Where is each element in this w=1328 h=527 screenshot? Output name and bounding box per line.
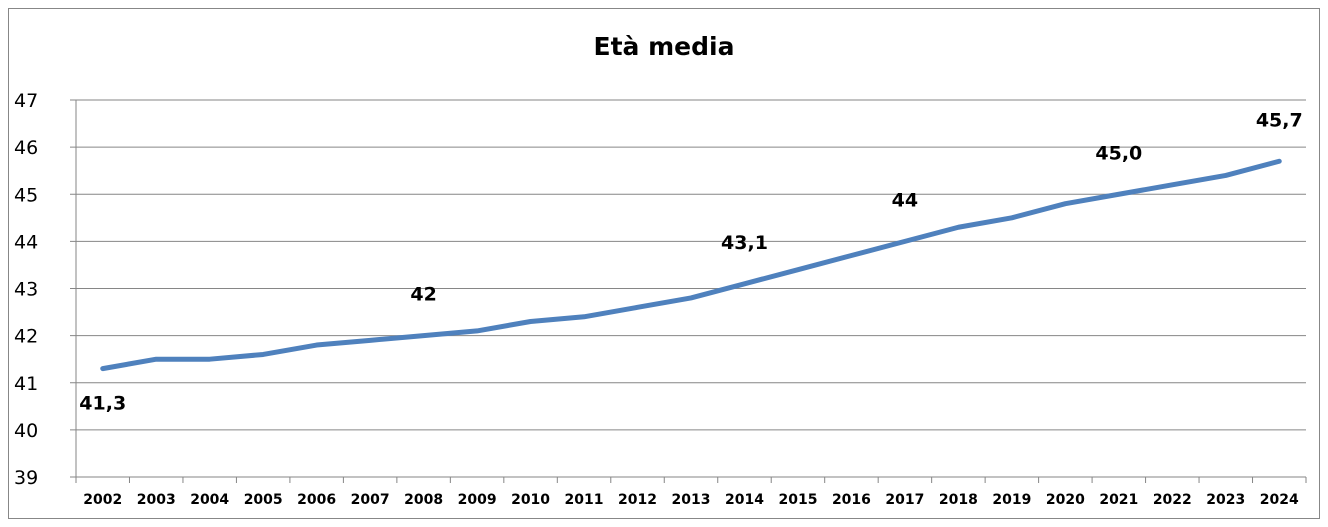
y-tick-label: 46 xyxy=(14,137,38,159)
y-tick-label: 41 xyxy=(14,373,38,395)
x-tick-label: 2023 xyxy=(1206,492,1245,508)
x-tick-label: 2017 xyxy=(885,492,924,508)
data-label: 44 xyxy=(892,189,918,211)
y-tick-label: 45 xyxy=(14,184,38,206)
x-tick-label: 2024 xyxy=(1260,492,1299,508)
x-tick-label: 2011 xyxy=(565,492,604,508)
y-tick-label: 47 xyxy=(14,90,38,112)
x-tick-label: 2019 xyxy=(992,492,1031,508)
x-tick-label: 2013 xyxy=(672,492,711,508)
x-tick-label: 2009 xyxy=(458,492,497,508)
x-tick-label: 2007 xyxy=(351,492,390,508)
y-axis-ticks: 39 40 41 42 43 44 45 46 47 xyxy=(14,90,38,489)
x-tick-label: 2021 xyxy=(1099,492,1138,508)
x-tick-label: 2016 xyxy=(832,492,871,508)
data-label: 41,3 xyxy=(79,393,126,415)
data-label: 42 xyxy=(410,284,436,306)
x-tick-label: 2008 xyxy=(404,492,443,508)
x-tick-label: 2002 xyxy=(83,492,122,508)
y-tick-label: 44 xyxy=(14,231,38,253)
data-label: 43,1 xyxy=(721,232,768,254)
x-tick-label: 2005 xyxy=(244,492,283,508)
data-label: 45,0 xyxy=(1095,142,1142,164)
y-tick-label: 43 xyxy=(14,279,38,301)
x-axis-ticks: 2002 2003 2004 2005 2006 2007 2008 2009 2010 2011… xyxy=(83,492,1299,508)
chart-title: Età media xyxy=(593,32,735,61)
series-line xyxy=(100,158,1282,372)
x-tick-label: 2020 xyxy=(1046,492,1085,508)
chart-frame xyxy=(8,8,1320,519)
x-tick-label: 2015 xyxy=(778,492,817,508)
series-layer xyxy=(100,158,1282,372)
y-tick-label: 39 xyxy=(14,467,38,489)
data-labels: 41,3 42 43,1 44 45,0 45,7 xyxy=(79,109,1302,414)
y-tick-label: 40 xyxy=(14,420,38,442)
data-label: 45,7 xyxy=(1256,109,1303,131)
gridlines xyxy=(76,99,1306,431)
x-tick-label: 2003 xyxy=(137,492,176,508)
y-tick-label: 42 xyxy=(14,326,38,348)
x-tick-label: 2012 xyxy=(618,492,657,508)
axes xyxy=(70,99,1307,483)
x-tick-label: 2022 xyxy=(1153,492,1192,508)
x-tick-label: 2018 xyxy=(939,492,978,508)
x-tick-label: 2006 xyxy=(297,492,336,508)
x-tick-label: 2004 xyxy=(190,492,229,508)
x-tick-label: 2010 xyxy=(511,492,550,508)
x-tick-label: 2014 xyxy=(725,492,764,508)
